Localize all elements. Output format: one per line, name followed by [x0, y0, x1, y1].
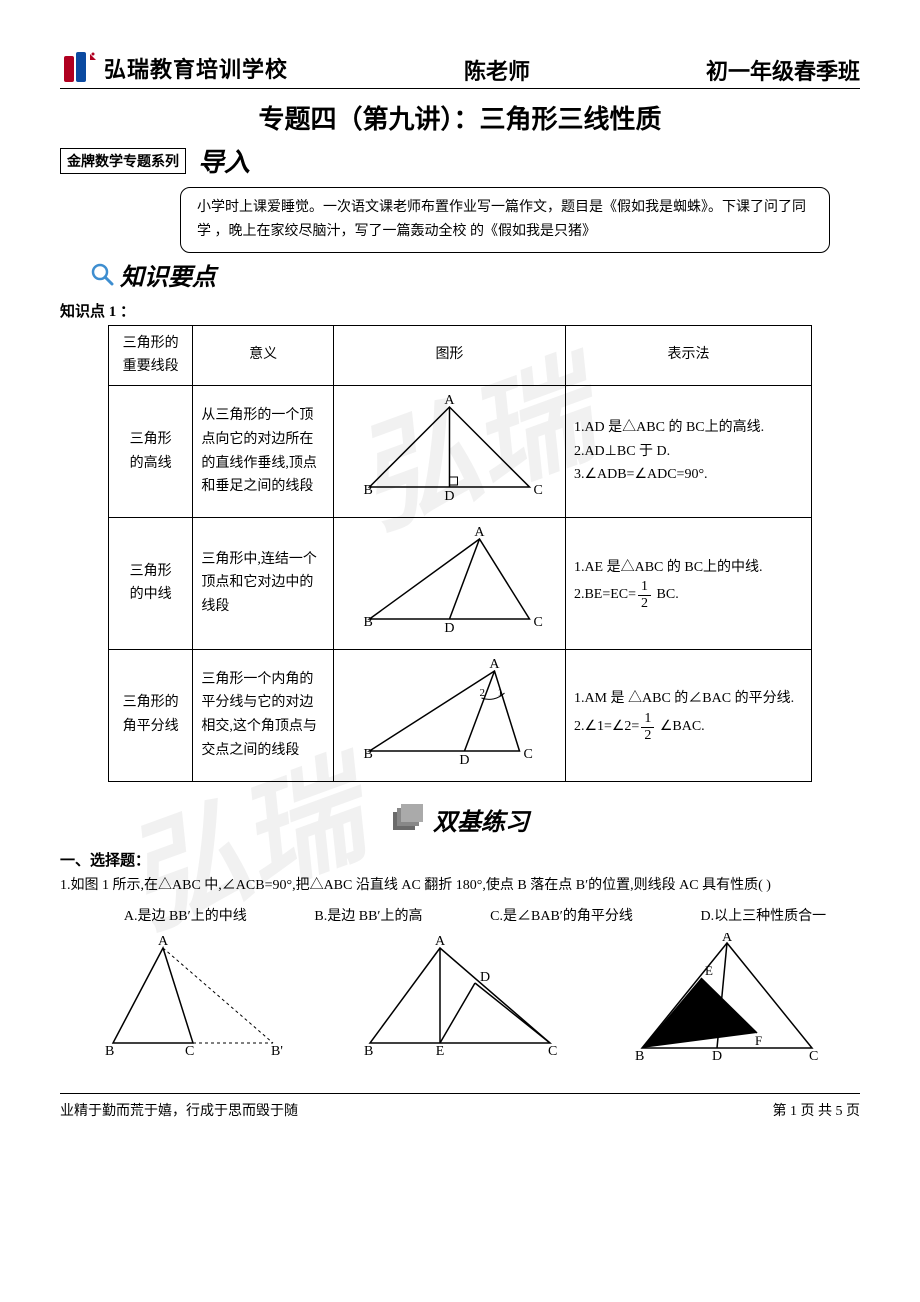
- svg-text:D: D: [712, 1049, 722, 1063]
- table-row: 三角形 的中线 三角形中,连结一个顶点和它对边中的线段 A B D C 1.AE…: [109, 517, 812, 649]
- th-meaning: 意义: [193, 325, 334, 386]
- svg-text:B: B: [105, 1044, 114, 1059]
- svg-text:B: B: [363, 615, 372, 630]
- figure-row: A B C B' A B E C D A B D C E F: [60, 933, 860, 1063]
- cell-name-3: 三角形的角平分线: [109, 649, 193, 781]
- figure-2: A B E C D: [360, 933, 560, 1063]
- notation-3-line2: 2.∠1=∠2=12 ∠BAC.: [574, 711, 803, 743]
- svg-text:D: D: [444, 621, 454, 634]
- page-header: 弘瑞教育培训学校 陈老师 初一年级春季班: [60, 50, 860, 89]
- svg-text:A: A: [435, 934, 446, 949]
- svg-text:E: E: [436, 1044, 445, 1059]
- th-segment: 三角形的重要线段: [109, 325, 193, 386]
- triangle-table: 三角形的重要线段 意义 图形 表示法 三角形 的高线 从三角形的一个顶点向它的对…: [108, 325, 812, 782]
- school-logo-icon: [60, 50, 100, 86]
- svg-text:A: A: [722, 933, 733, 945]
- svg-text:A: A: [489, 657, 500, 672]
- question-section-label: 一、选择题：: [60, 849, 860, 870]
- svg-text:B: B: [364, 1044, 373, 1059]
- svg-text:C: C: [523, 747, 532, 762]
- fraction-half: 12: [638, 579, 651, 611]
- svg-text:2: 2: [479, 687, 485, 699]
- page-title: 专题四（第九讲）：三角形三线性质: [60, 99, 860, 136]
- svg-text:C: C: [185, 1044, 194, 1059]
- teacher-name: 陈老师: [464, 54, 530, 86]
- svg-text:C: C: [533, 483, 542, 498]
- knowledge-heading: 知识要点: [90, 257, 860, 292]
- school-name-main: 弘瑞教育培训: [104, 57, 242, 82]
- figure-3: A B D C E F: [627, 933, 827, 1063]
- cell-meaning-3: 三角形一个内角的平分线与它的对边相交,这个角顶点与交点之间的线段: [193, 649, 334, 781]
- option-b: B.是边 BB′上的高: [314, 905, 422, 925]
- svg-text:B: B: [363, 483, 372, 498]
- logo-block: 弘瑞教育培训学校: [60, 50, 288, 86]
- class-name: 初一年级春季班: [706, 54, 860, 86]
- option-a: A.是边 BB′上的中线: [124, 905, 247, 925]
- altitude-figure: A B D C: [342, 392, 557, 502]
- median-figure: A B D C: [342, 524, 557, 634]
- books-icon: [391, 804, 427, 834]
- practice-title: 双基练习: [433, 802, 529, 837]
- series-tag: 金牌数学专题系列: [60, 148, 186, 174]
- notation-1-line1: 1.AD 是△ABC 的 BC上的高线.: [574, 416, 803, 440]
- th-figure: 图形: [333, 325, 565, 386]
- cell-name-2: 三角形 的中线: [109, 517, 193, 649]
- cell-figure-3: A B D C 2 1: [333, 649, 565, 781]
- table-row: 三角形的角平分线 三角形一个内角的平分线与它的对边相交,这个角顶点与交点之间的线…: [109, 649, 812, 781]
- svg-text:B: B: [635, 1049, 644, 1063]
- option-d: D.以上三种性质合一: [701, 905, 827, 925]
- table-row: 三角形 的高线 从三角形的一个顶点向它的对边所在的直线作垂线,顶点和垂足之间的线…: [109, 386, 812, 518]
- notation-3-line1: 1.AM 是 △ABC 的∠BAC 的平分线.: [574, 687, 803, 711]
- cell-meaning-1: 从三角形的一个顶点向它的对边所在的直线作垂线,顶点和垂足之间的线段: [193, 386, 334, 518]
- cell-figure-1: A B D C: [333, 386, 565, 518]
- svg-text:F: F: [755, 1033, 762, 1048]
- cell-meaning-2: 三角形中,连结一个顶点和它对边中的线段: [193, 517, 334, 649]
- bisector-figure: A B D C 2 1: [342, 656, 557, 766]
- svg-text:E: E: [705, 963, 713, 978]
- svg-text:D: D: [444, 489, 454, 502]
- notation-1-line3: 3.∠ADB=∠ADC=90°.: [574, 463, 803, 487]
- question-1-text: 1.如图 1 所示,在△ABC 中,∠ACB=90°,把△ABC 沿直线 AC …: [60, 874, 860, 898]
- figure-1: A B C B': [93, 933, 293, 1063]
- footer-page: 第 1 页 共 5 页: [773, 1100, 861, 1120]
- svg-text:A: A: [444, 393, 455, 408]
- story-box: 小学时上课爱睡觉。一次语文课老师布置作业写一篇作文，题目是《假如我是蜘蛛》。下课…: [180, 187, 830, 253]
- svg-text:D: D: [480, 970, 490, 985]
- cell-notation-3: 1.AM 是 △ABC 的∠BAC 的平分线. 2.∠1=∠2=12 ∠BAC.: [565, 649, 811, 781]
- question-1-options: A.是边 BB′上的中线 B.是边 BB′上的高 C.是∠BAB′的角平分线 D…: [90, 905, 860, 925]
- knowledge-point-label: 知识点 1 ：: [60, 300, 860, 321]
- svg-text:C: C: [548, 1044, 557, 1059]
- cell-name-1: 三角形 的高线: [109, 386, 193, 518]
- notation-1-line2: 2.AD⊥BC 于 D.: [574, 440, 803, 464]
- school-name: 弘瑞教育培训学校: [104, 52, 288, 84]
- practice-heading: 双基练习: [60, 802, 860, 837]
- intro-label: 导入: [198, 142, 250, 179]
- magnifier-icon: [90, 262, 114, 286]
- svg-text:B: B: [363, 747, 372, 762]
- notation-2-line2: 2.BE=EC=12 BC.: [574, 579, 803, 611]
- cell-notation-2: 1.AE 是△ABC 的 BC上的中线. 2.BE=EC=12 BC.: [565, 517, 811, 649]
- option-c: C.是∠BAB′的角平分线: [490, 905, 633, 925]
- fraction-half: 12: [641, 711, 654, 743]
- th-notation: 表示法: [565, 325, 811, 386]
- svg-text:C: C: [809, 1049, 818, 1063]
- footer-motto: 业精于勤而荒于嬉，行成于思而毁于随: [60, 1100, 298, 1120]
- table-header-row: 三角形的重要线段 意义 图形 表示法: [109, 325, 812, 386]
- cell-notation-1: 1.AD 是△ABC 的 BC上的高线. 2.AD⊥BC 于 D. 3.∠ADB…: [565, 386, 811, 518]
- svg-text:A: A: [474, 525, 485, 540]
- page-footer: 业精于勤而荒于嬉，行成于思而毁于随 第 1 页 共 5 页: [60, 1093, 860, 1120]
- svg-text:D: D: [459, 753, 469, 766]
- svg-text:B': B': [271, 1044, 283, 1059]
- svg-text:C: C: [533, 615, 542, 630]
- svg-text:A: A: [158, 934, 169, 949]
- series-row: 金牌数学专题系列 导入: [60, 142, 860, 179]
- knowledge-title: 知识要点: [120, 257, 216, 292]
- cell-figure-2: A B D C: [333, 517, 565, 649]
- school-name-suffix: 学校: [242, 57, 288, 82]
- notation-2-line1: 1.AE 是△ABC 的 BC上的中线.: [574, 556, 803, 580]
